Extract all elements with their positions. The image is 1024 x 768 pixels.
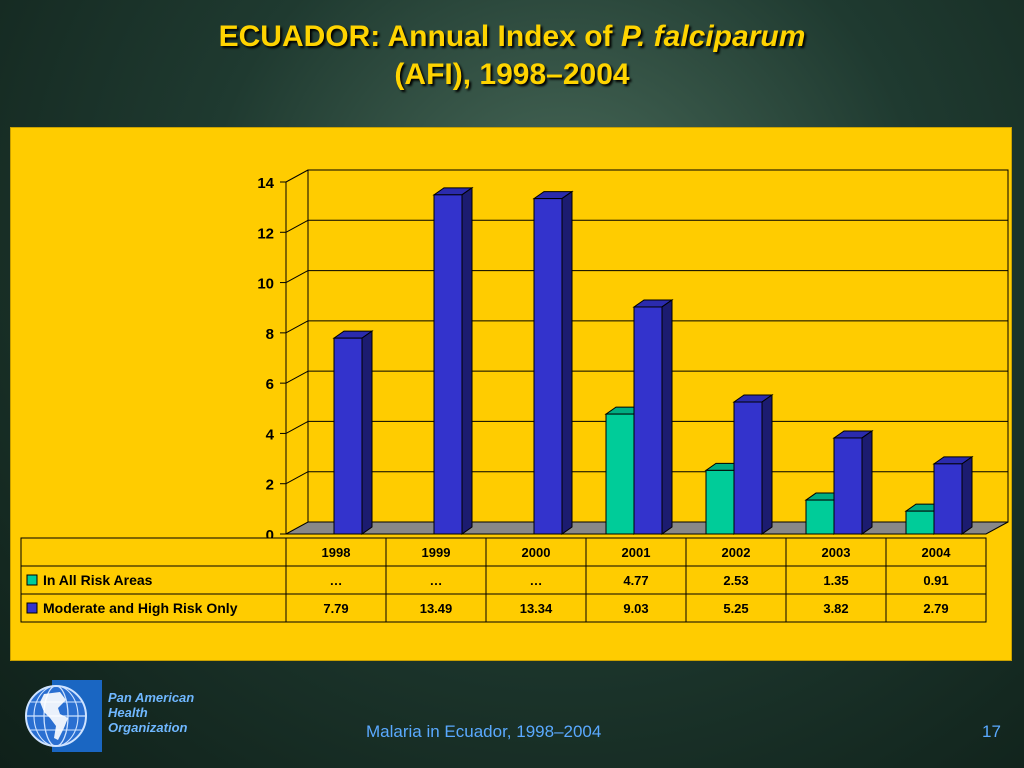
y-tick-label: 4: [266, 426, 275, 443]
x-category-label: 1999: [422, 545, 451, 560]
table-value: 9.03: [623, 601, 648, 616]
grid-diagonal: [285, 370, 309, 384]
organization-name: Pan American Health Organization: [108, 690, 194, 735]
bar: [633, 306, 663, 535]
slide-title: ECUADOR: Annual Index of P. falciparum (…: [0, 18, 1024, 94]
y-tick-label: 10: [257, 276, 274, 293]
data-table: [20, 537, 987, 623]
x-category-label: 1998: [322, 545, 351, 560]
table-value: 4.77: [623, 573, 648, 588]
bar: [333, 337, 363, 535]
chart-panel: 0 2 4 6 8 10 12 14 1998 1999 2000 2001 2002 2003 2004 I…: [10, 127, 1012, 661]
grid-diagonal: [285, 219, 309, 233]
title-line-2: (AFI), 1998–2004: [394, 58, 630, 91]
legend-label: Moderate and High Risk Only: [43, 600, 238, 616]
bar-side: [961, 455, 973, 535]
org-line-1: Pan American: [108, 690, 195, 705]
globe-logo: [25, 680, 102, 752]
org-line-2: Health: [108, 705, 148, 720]
grid-diagonal: [285, 270, 309, 284]
y-tick-label: 8: [266, 326, 274, 343]
bar: [533, 198, 563, 535]
bar: [705, 469, 735, 535]
bar: [933, 463, 963, 535]
bar: [833, 437, 863, 535]
y-tick-label: 2: [266, 477, 274, 494]
page-number: 17: [982, 722, 1001, 741]
legend-swatch: [26, 574, 38, 586]
grid-diagonal: [285, 420, 309, 434]
title-prefix: ECUADOR: Annual Index of: [218, 20, 621, 53]
table-value: 5.25: [723, 601, 748, 616]
table-value: …: [330, 573, 343, 588]
x-category-label: 2002: [722, 545, 751, 560]
legend-swatch: [26, 602, 38, 614]
bar-chart: 0 2 4 6 8 10 12 14 1998 1999 2000 2001 2002 2003 2004 I…: [20, 169, 1009, 623]
bar: [905, 510, 935, 535]
title-line-1: ECUADOR: Annual Index of P. falciparum: [0, 18, 1024, 56]
x-category-label: 2003: [822, 545, 851, 560]
grid-diagonal: [285, 320, 309, 334]
table-value: 2.79: [923, 601, 948, 616]
x-category-label: 2000: [522, 545, 551, 560]
y-tick-label: 0: [266, 527, 274, 544]
bar-side: [461, 186, 473, 535]
org-line-3: Organization: [108, 720, 188, 735]
bar-side: [661, 298, 673, 535]
table-value: 3.82: [823, 601, 848, 616]
grid-diagonal: [285, 169, 309, 183]
table-value: …: [430, 573, 443, 588]
bar-side: [861, 429, 873, 535]
table-value: 7.79: [323, 601, 348, 616]
title-species: P. falciparum: [620, 20, 806, 53]
x-category-label: 2001: [622, 545, 651, 560]
grid-diagonal: [285, 471, 309, 485]
bar: [605, 413, 635, 535]
table-value: 13.34: [520, 601, 553, 616]
legend-label: In All Risk Areas: [43, 572, 153, 588]
y-tick-label: 6: [266, 376, 274, 393]
table-value: 13.49: [420, 601, 453, 616]
table-value: 1.35: [823, 573, 848, 588]
bar-side: [561, 190, 573, 535]
x-category-label: 2004: [922, 545, 952, 560]
table-value: 0.91: [923, 573, 948, 588]
bar-side: [361, 330, 373, 535]
bar-side: [761, 394, 773, 535]
bar: [733, 401, 763, 535]
bar: [805, 499, 835, 535]
y-tick-label: 14: [257, 175, 274, 192]
table-value: …: [530, 573, 543, 588]
bar: [433, 194, 463, 535]
y-tick-label: 12: [257, 225, 274, 242]
footer-caption: Malaria in Ecuador, 1998–2004: [366, 722, 602, 741]
table-value: 2.53: [723, 573, 748, 588]
